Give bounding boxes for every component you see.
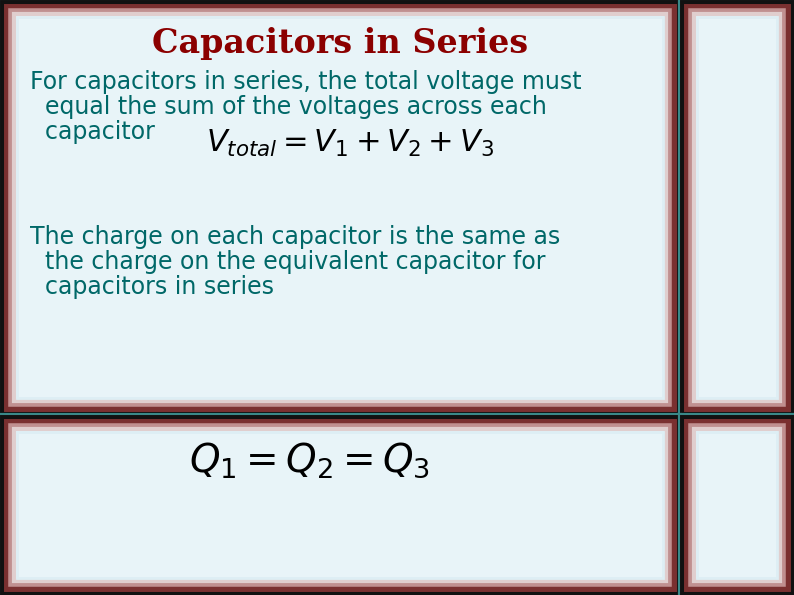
Bar <box>687 7 787 408</box>
Text: For capacitors in series, the total voltage must: For capacitors in series, the total volt… <box>30 70 582 94</box>
Bar <box>11 426 669 584</box>
Bar <box>17 17 663 398</box>
Text: capacitor: capacitor <box>30 120 155 144</box>
Bar <box>683 418 791 592</box>
Bar <box>3 3 677 412</box>
Bar <box>14 14 666 401</box>
Bar <box>0 0 680 415</box>
Text: $V_{total} = V_1 + V_2 + V_3$: $V_{total} = V_1 + V_2 + V_3$ <box>206 128 494 159</box>
Text: Capacitors in Series: Capacitors in Series <box>152 27 528 60</box>
Bar <box>680 0 794 415</box>
Bar <box>691 11 783 404</box>
Bar <box>0 415 680 595</box>
Bar <box>687 422 787 588</box>
Bar <box>7 7 673 408</box>
Bar <box>17 432 663 578</box>
Bar <box>694 14 780 401</box>
Bar <box>680 0 794 415</box>
Bar <box>694 429 780 581</box>
Text: The charge on each capacitor is the same as: The charge on each capacitor is the same… <box>30 225 561 249</box>
Bar <box>0 0 680 415</box>
Bar <box>11 11 669 404</box>
Text: $Q_1 = Q_2 = Q_3$: $Q_1 = Q_2 = Q_3$ <box>190 440 430 480</box>
Bar <box>697 432 777 578</box>
Bar <box>683 3 791 412</box>
Bar <box>680 415 794 595</box>
Bar <box>7 422 673 588</box>
Text: equal the sum of the voltages across each: equal the sum of the voltages across eac… <box>30 95 547 119</box>
Text: capacitors in series: capacitors in series <box>30 275 274 299</box>
Bar <box>680 415 794 595</box>
Bar <box>697 17 777 398</box>
Bar <box>0 415 680 595</box>
Bar <box>3 418 677 592</box>
Bar <box>691 426 783 584</box>
Text: the charge on the equivalent capacitor for: the charge on the equivalent capacitor f… <box>30 250 545 274</box>
Bar <box>14 429 666 581</box>
